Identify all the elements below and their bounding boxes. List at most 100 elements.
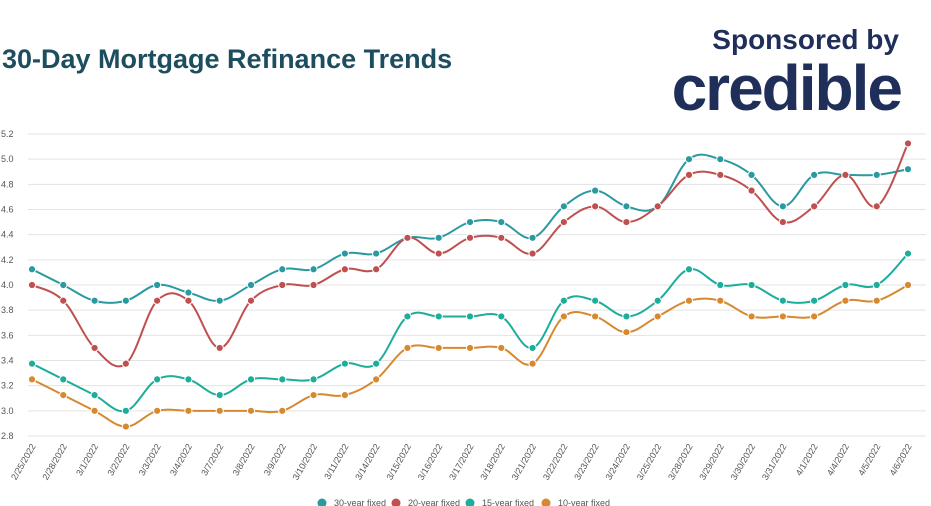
data-point [465,233,475,242]
series-line-3 [31,284,909,428]
data-point [278,280,287,290]
data-point [215,406,224,415]
data-point [372,359,381,368]
data-point [653,312,662,321]
x-tick-label: 3/4/2022 [168,442,194,477]
data-point [497,312,506,321]
data-point [841,280,850,290]
legend: 30-year fixed 20-year fixed 15-year fixed 1… [317,498,610,506]
data-point [497,343,506,353]
data-point [153,280,162,290]
data-point [778,296,787,305]
data-point [653,202,662,211]
data-point [184,296,193,305]
series-line-2 [31,252,909,413]
legend-marker [317,498,327,506]
data-point [372,265,381,274]
data-point [121,359,130,368]
data-point [810,202,819,211]
data-point [872,170,881,179]
data-point [27,265,37,274]
data-point [153,375,162,384]
data-point [246,280,256,290]
chart-title: 30-Day Mortgage Refinance Trends [2,44,453,74]
data-point [622,217,631,227]
data-point [591,186,600,195]
data-point [434,343,443,353]
data-point [591,312,600,321]
data-point [528,249,537,258]
y-tick-label: 4.0 [1,280,14,290]
data-point [278,406,287,415]
data-point [841,170,850,179]
x-tick-label: 3/7/2022 [199,442,225,477]
data-point [622,312,631,321]
y-tick-label: 3.2 [1,381,14,391]
data-point [215,391,224,400]
data-point [903,139,913,148]
data-point [372,249,381,258]
data-point [90,343,99,353]
x-tick-label: 2/28/2022 [40,442,69,482]
data-point [184,375,193,384]
data-point [559,312,568,321]
data-point [497,233,506,242]
legend-label: 30-year fixed [334,498,386,506]
data-point [215,296,224,305]
data-point [747,280,756,290]
data-point [309,280,318,290]
data-point [184,406,193,415]
data-point [434,233,443,242]
data-point [684,296,694,305]
data-point [465,343,475,353]
x-tick-label: 3/24/2022 [603,442,632,482]
x-tick-label: 3/25/2022 [635,442,664,482]
data-point [747,186,756,195]
x-tick-label: 3/22/2022 [541,442,570,482]
data-point [559,296,568,305]
data-point [121,296,130,305]
series-line-1 [31,142,909,368]
data-point [747,170,756,179]
data-point [903,280,913,290]
data-point [528,233,537,242]
y-tick-label: 2.8 [1,431,14,441]
data-point [497,217,506,227]
data-point [716,280,725,290]
data-point [309,391,318,400]
data-point [559,202,568,211]
y-tick-label: 5.0 [1,154,14,164]
data-point [903,165,913,174]
data-point [872,202,881,211]
y-tick-label: 5.2 [1,129,14,139]
data-point [778,312,787,321]
x-tick-label: 3/29/2022 [697,442,726,482]
x-tick-label: 3/28/2022 [666,442,695,482]
x-tick-label: 3/30/2022 [729,442,758,482]
x-tick-label: 3/14/2022 [353,442,382,482]
data-point [810,312,819,321]
data-point [90,406,99,415]
x-tick-label: 3/31/2022 [760,442,789,482]
y-tick-label: 4.2 [1,255,14,265]
data-point [340,359,349,368]
data-point [59,391,68,400]
data-point [716,155,725,164]
data-point [278,375,287,384]
x-tick-label: 3/3/2022 [137,442,163,477]
x-tick-label: 3/10/2022 [291,442,320,482]
data-point [622,202,631,211]
data-point [465,217,475,227]
data-point [684,265,694,274]
y-tick-label: 3.4 [1,356,14,366]
data-point [872,280,881,290]
series-line-0 [31,153,909,304]
data-point [465,312,475,321]
data-point [684,170,694,179]
x-tick-label: 3/9/2022 [262,442,288,477]
data-point [309,265,318,274]
x-tick-label: 3/15/2022 [384,442,413,482]
y-tick-label: 3.0 [1,406,14,416]
legend-marker [465,498,475,506]
data-point [153,296,162,305]
